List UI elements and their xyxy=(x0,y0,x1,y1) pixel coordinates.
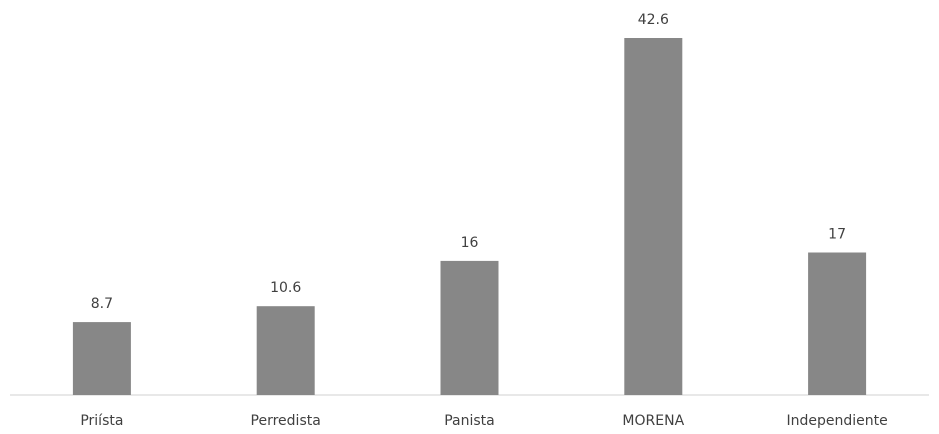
category-label-3: MORENA xyxy=(622,413,684,429)
value-label-2: 16 xyxy=(461,235,479,251)
value-label-1: 10.6 xyxy=(270,280,301,296)
bar-4 xyxy=(808,252,867,395)
value-label-4: 17 xyxy=(828,227,846,243)
category-labels-group: Priísta Perredista Panista MORENA Independie… xyxy=(80,413,887,429)
bar-0 xyxy=(72,322,131,395)
category-label-4: Independiente xyxy=(786,413,887,429)
bar-3 xyxy=(624,38,683,395)
bar-1 xyxy=(256,306,315,395)
category-label-1: Perredista xyxy=(251,413,321,429)
category-label-0: Priísta xyxy=(80,413,123,429)
value-labels-group: 8.7 10.6 16 42.6 17 xyxy=(91,12,846,312)
value-label-3: 42.6 xyxy=(638,12,669,28)
category-label-2: Panista xyxy=(444,413,495,429)
bar-2 xyxy=(440,260,499,395)
bars-group xyxy=(72,38,867,395)
value-label-0: 8.7 xyxy=(91,296,113,312)
